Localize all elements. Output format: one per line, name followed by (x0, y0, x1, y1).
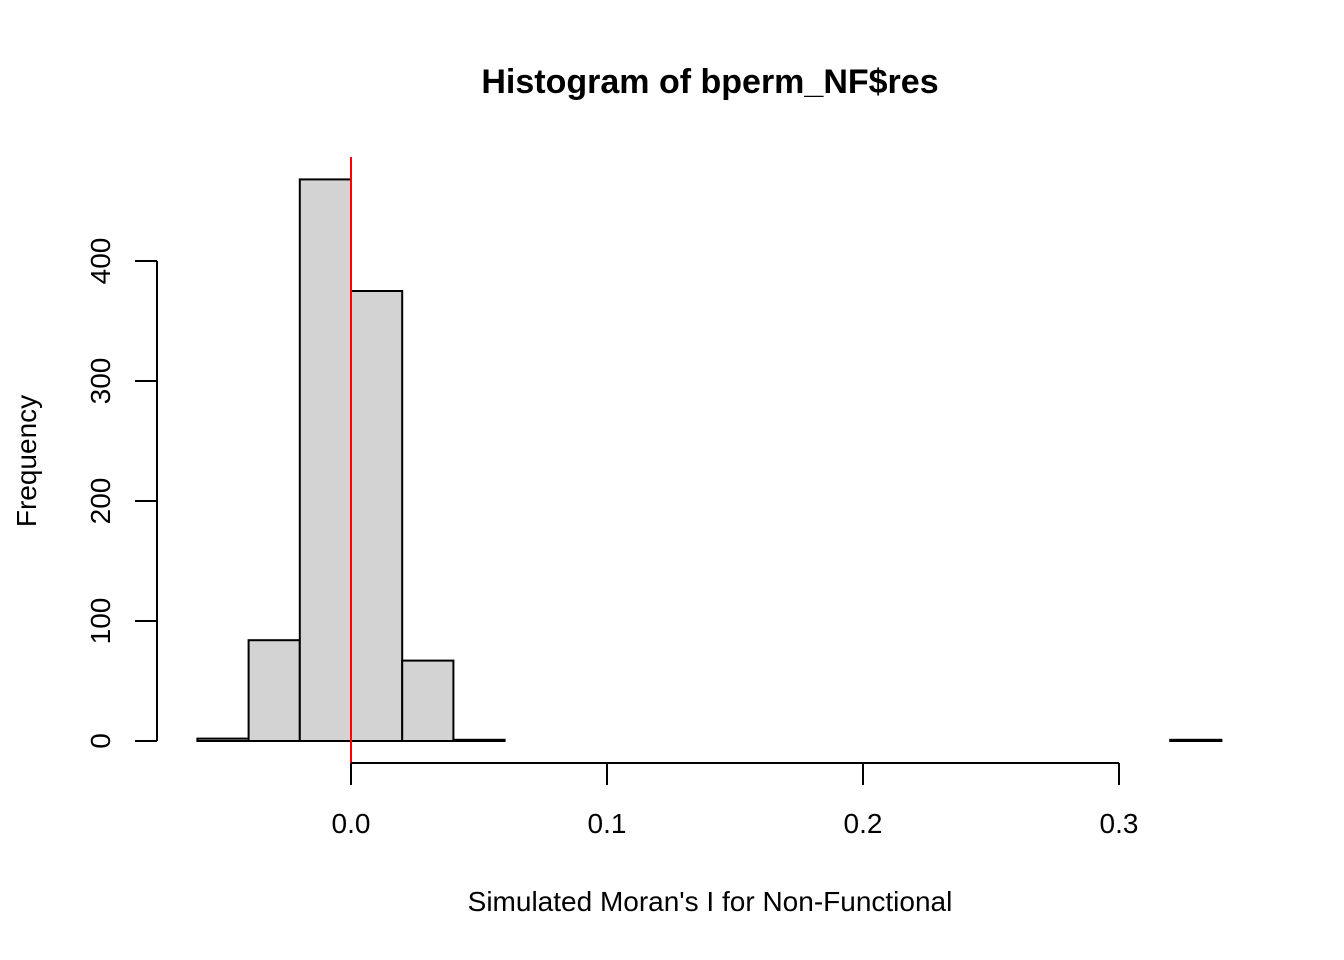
x-axis: 0.0 0.1 0.2 0.3 (332, 762, 1139, 839)
x-tick-label-1: 0.1 (588, 808, 627, 839)
histogram-bar-19 (1169, 738, 1223, 742)
histogram-bar-4 (401, 659, 455, 742)
y-tick-label-4: 400 (85, 238, 116, 285)
histogram-bar-5 (452, 738, 506, 742)
histogram-bar-3 (350, 290, 404, 742)
bars-group (196, 178, 1223, 743)
chart-title: Histogram of bperm_NF$res (481, 63, 938, 101)
x-axis-label: Simulated Moran's I for Non-Functional (468, 886, 953, 917)
y-tick-label-1: 100 (85, 598, 116, 645)
x-tick-label-0: 0.0 (332, 808, 371, 839)
x-tick-label-3: 0.3 (1100, 808, 1139, 839)
histogram-bar-0 (196, 737, 250, 742)
y-tick-label-0: 0 (85, 733, 116, 749)
histogram-bar-2 (298, 178, 352, 742)
y-axis: 0 100 200 300 400 (85, 238, 158, 749)
histogram-bar-1 (247, 639, 301, 743)
y-axis-label: Frequency (11, 395, 42, 527)
y-tick-label-2: 200 (85, 478, 116, 525)
y-tick-label-3: 300 (85, 358, 116, 405)
x-tick-label-2: 0.2 (844, 808, 883, 839)
